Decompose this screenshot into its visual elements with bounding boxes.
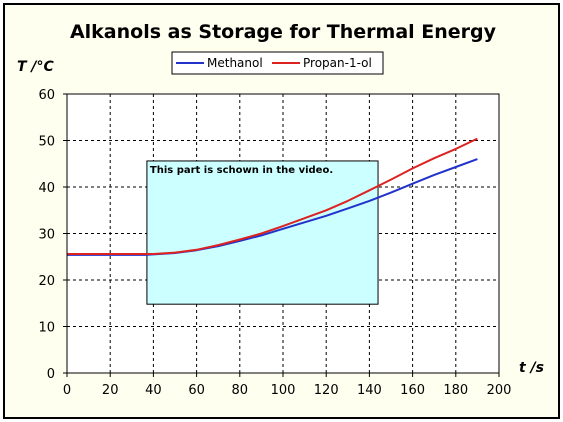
x-tick-label: 160 <box>400 383 425 398</box>
y-tick-label: 30 <box>38 228 55 243</box>
y-tick-label: 40 <box>38 181 55 196</box>
y-tick-label: 60 <box>38 88 55 103</box>
legend: Methanol Propan-1-ol <box>171 51 384 75</box>
series-line-propan-1-ol <box>67 137 478 255</box>
y-tick-label: 20 <box>38 274 55 289</box>
x-tick-label: 120 <box>314 383 339 398</box>
y-axis-label: T /°C <box>17 59 55 75</box>
x-tick-label: 20 <box>102 383 119 398</box>
chart-frame: Alkanols as Storage for Thermal Energy M… <box>3 3 560 419</box>
x-tick-label: 40 <box>145 383 162 398</box>
x-tick-label: 100 <box>271 383 296 398</box>
legend-label-methanol: Methanol <box>207 56 263 70</box>
chart-title: Alkanols as Storage for Thermal Energy <box>70 21 497 43</box>
chart-svg: Alkanols as Storage for Thermal Energy M… <box>17 21 544 398</box>
tick-labels: 0 20 40 60 80 100 120 140 160 180 200 0 10 20 30 40 50 60 <box>38 88 511 398</box>
x-tick-label: 0 <box>63 383 71 398</box>
legend-label-propanol: Propan-1-ol <box>303 56 372 70</box>
x-tick-label: 140 <box>357 383 382 398</box>
y-tick-label: 0 <box>47 367 55 382</box>
y-tick-label: 50 <box>38 135 55 150</box>
x-tick-label: 60 <box>188 383 205 398</box>
annotation-text: This part is schown in the video. <box>150 165 333 176</box>
axes <box>63 93 500 377</box>
x-tick-label: 180 <box>443 383 468 398</box>
y-tick-label: 10 <box>38 321 55 336</box>
x-tick-label: 200 <box>487 383 512 398</box>
x-tick-label: 80 <box>232 383 249 398</box>
series-lines <box>67 137 478 256</box>
x-axis-label: t /s <box>519 360 544 376</box>
